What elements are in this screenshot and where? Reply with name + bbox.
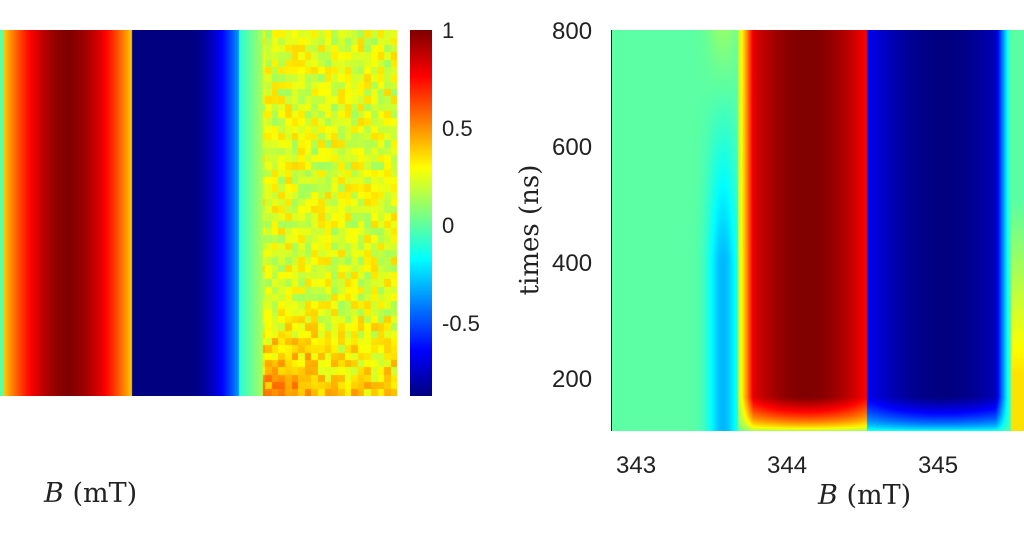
colorbar: [410, 30, 432, 396]
xtick-343: 343: [616, 452, 657, 479]
right-ylabel: times (ns): [515, 164, 545, 296]
ytick-600: 600: [552, 134, 593, 161]
ytick-400: 400: [552, 250, 593, 277]
right-y-axis-line: [611, 30, 612, 431]
colorbar-tick-0.5: 0.5: [442, 116, 473, 141]
xtick-344: 344: [767, 452, 808, 479]
colorbar-tick-neg0.5: -0.5: [442, 311, 480, 336]
xtick-345: 345: [918, 452, 959, 479]
left-heatmap: [0, 30, 397, 396]
ytick-800: 800: [552, 18, 593, 45]
ytick-200: 200: [552, 366, 593, 393]
colorbar-tick-0: 0: [442, 213, 455, 238]
right-heatmap: [612, 30, 1024, 431]
right-xlabel: B (mT): [818, 480, 912, 511]
left-xlabel: B (mT): [44, 478, 138, 509]
colorbar-tick-1: 1: [442, 18, 455, 43]
